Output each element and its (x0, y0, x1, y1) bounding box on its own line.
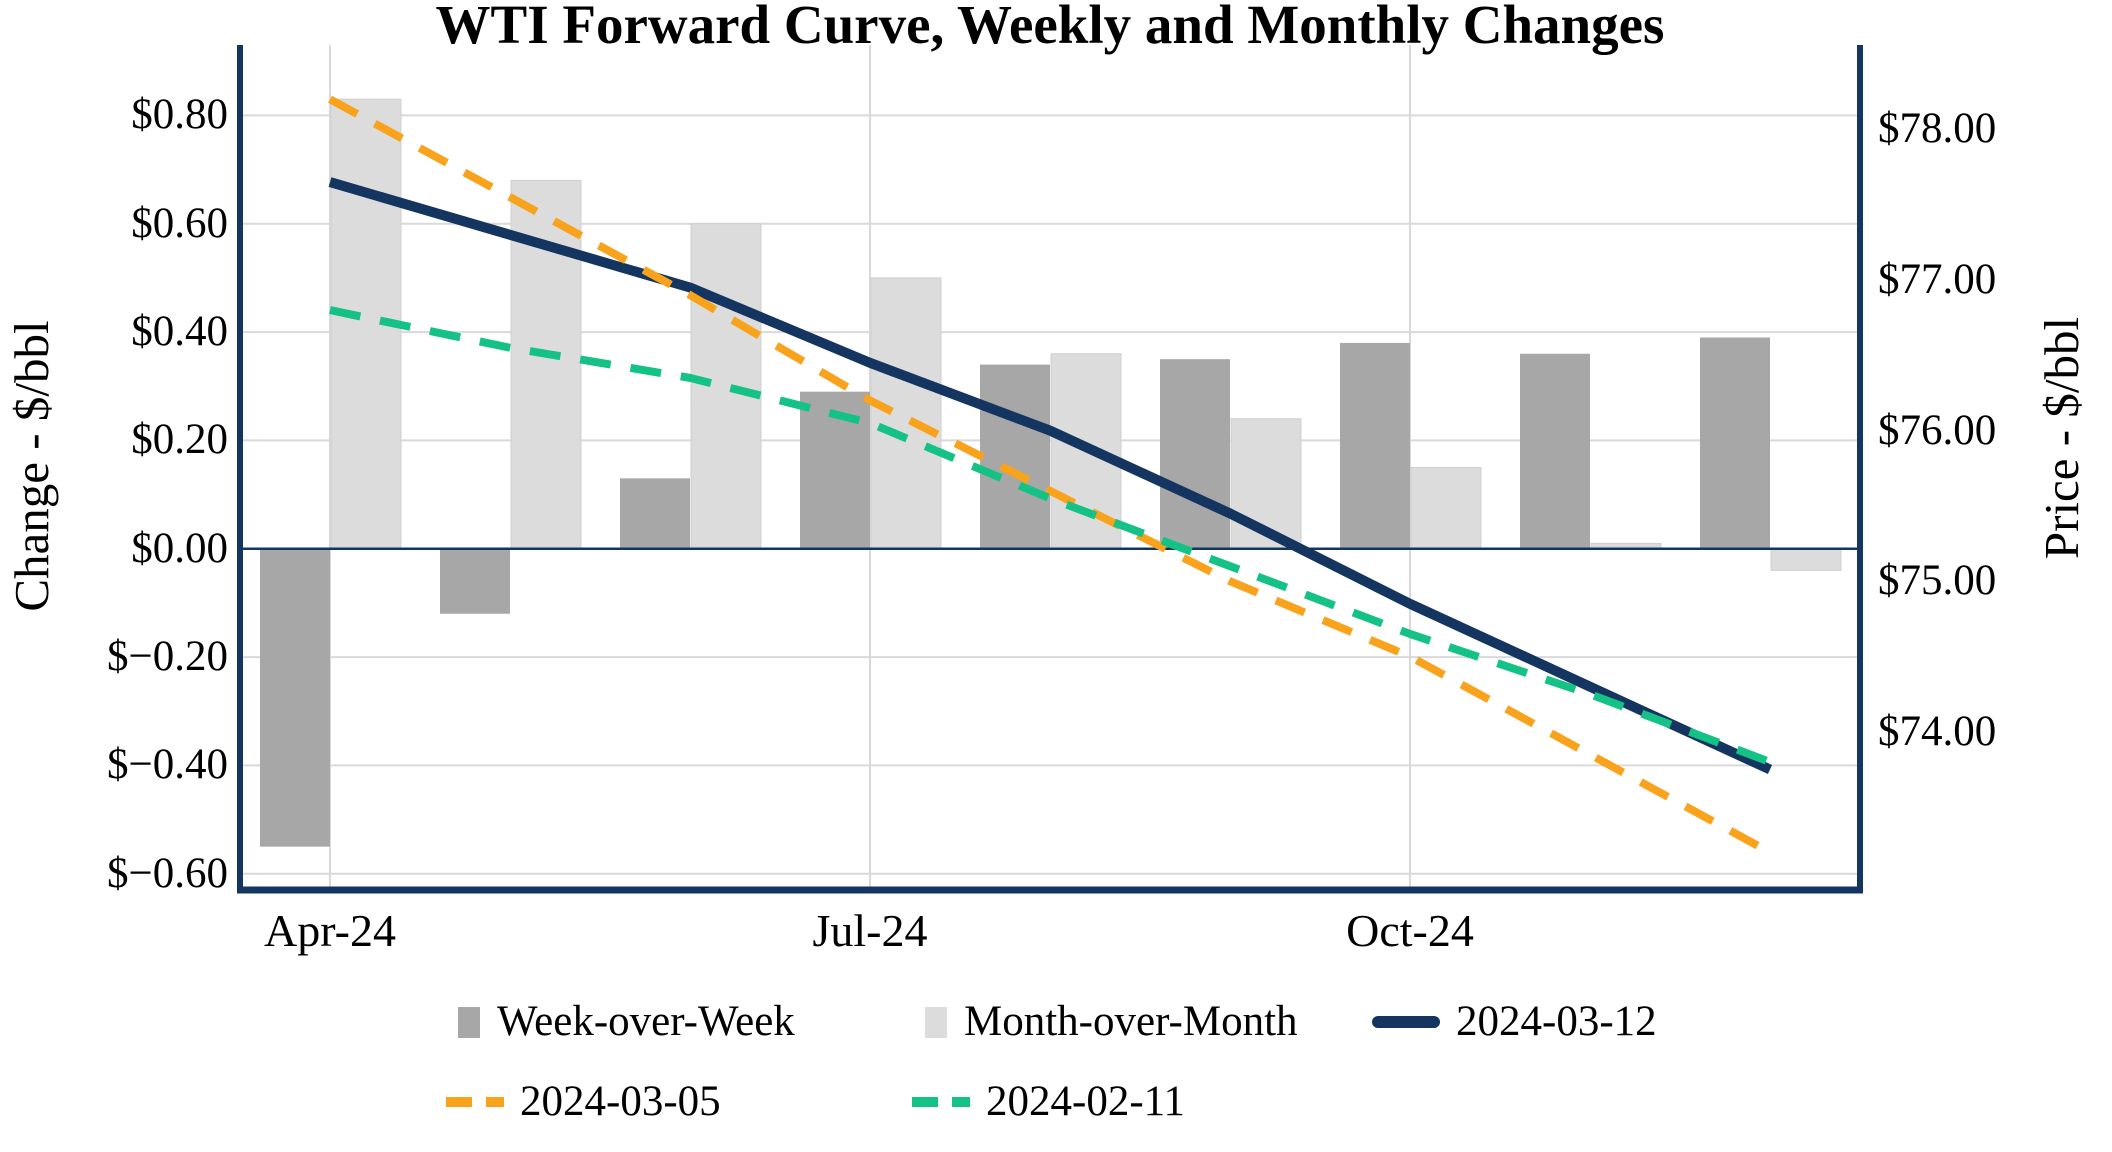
y-axis-tick-label: $−0.40 (106, 741, 228, 789)
y-axis-tick-label: $0.80 (131, 91, 228, 139)
y2-axis-tick-label: $76.00 (1878, 406, 1997, 454)
week-over-week-swatch-icon (458, 1006, 480, 1038)
y-axis-tick-label: $0.60 (131, 199, 228, 247)
bar-week-over-week (620, 478, 690, 549)
legend-label: Month-over-Month (964, 998, 1298, 1045)
solid-line-swatch-icon (1372, 1016, 1440, 1028)
dashed-line-swatch-icon (446, 1097, 504, 1107)
legend-item-2024-03-05: 2024-03-05 (446, 1080, 721, 1124)
legend-item-2024-02-11: 2024-02-11 (912, 1080, 1185, 1124)
bar-week-over-week (1700, 337, 1770, 549)
y2-axis-tick-label: $74.00 (1878, 707, 1997, 755)
legend-item-2024-03-12: 2024-03-12 (1372, 1000, 1657, 1044)
legend-label: 2024-02-11 (986, 1078, 1186, 1125)
line-2024-03-12 (328, 177, 1773, 775)
right-axis-title: Price - $/bbl (2034, 316, 2089, 560)
legend-label: 2024-03-05 (520, 1078, 721, 1125)
y-axis-tick-label: $−0.60 (106, 849, 228, 897)
bar-week-over-week (1340, 342, 1410, 549)
y-axis-tick-label: $0.40 (131, 308, 228, 356)
legend-item-month-over-month: Month-over-Month (925, 1000, 1298, 1044)
bar-week-over-week (260, 548, 330, 847)
legend-label: Week-over-Week (497, 998, 795, 1045)
bar-month-over-month (870, 277, 942, 550)
bar-week-over-week (980, 364, 1050, 549)
bar-week-over-week (440, 548, 510, 614)
y-axis-tick-label: $0.20 (131, 416, 228, 464)
line-2024-03-05 (328, 95, 1772, 856)
legend-label: 2024-03-12 (1456, 998, 1657, 1045)
x-axis-tick-label: Apr-24 (264, 905, 396, 956)
bar-month-over-month (1410, 467, 1482, 550)
x-axis-tick-label: Oct-24 (1346, 905, 1474, 956)
left-axis-title: Change - $/bbl (4, 320, 59, 612)
y-axis-tick-label: $0.00 (131, 524, 228, 572)
y2-axis-tick-label: $78.00 (1878, 105, 1997, 153)
bar-month-over-month (1770, 548, 1842, 571)
bar-week-over-week (1160, 359, 1230, 549)
y-axis-tick-label: $−0.20 (106, 633, 228, 681)
dashed-line-swatch-icon (912, 1097, 970, 1107)
y2-axis-tick-label: $77.00 (1878, 255, 1997, 303)
bar-month-over-month (690, 223, 762, 550)
legend-item-week-over-week: Week-over-Week (458, 1000, 795, 1044)
x-axis-tick-label: Jul-24 (812, 905, 928, 956)
bar-week-over-week (1520, 353, 1590, 549)
month-over-month-swatch-icon (925, 1006, 947, 1038)
chart-title: WTI Forward Curve, Weekly and Monthly Ch… (435, 0, 1665, 55)
y2-axis-tick-label: $75.00 (1878, 557, 1997, 605)
